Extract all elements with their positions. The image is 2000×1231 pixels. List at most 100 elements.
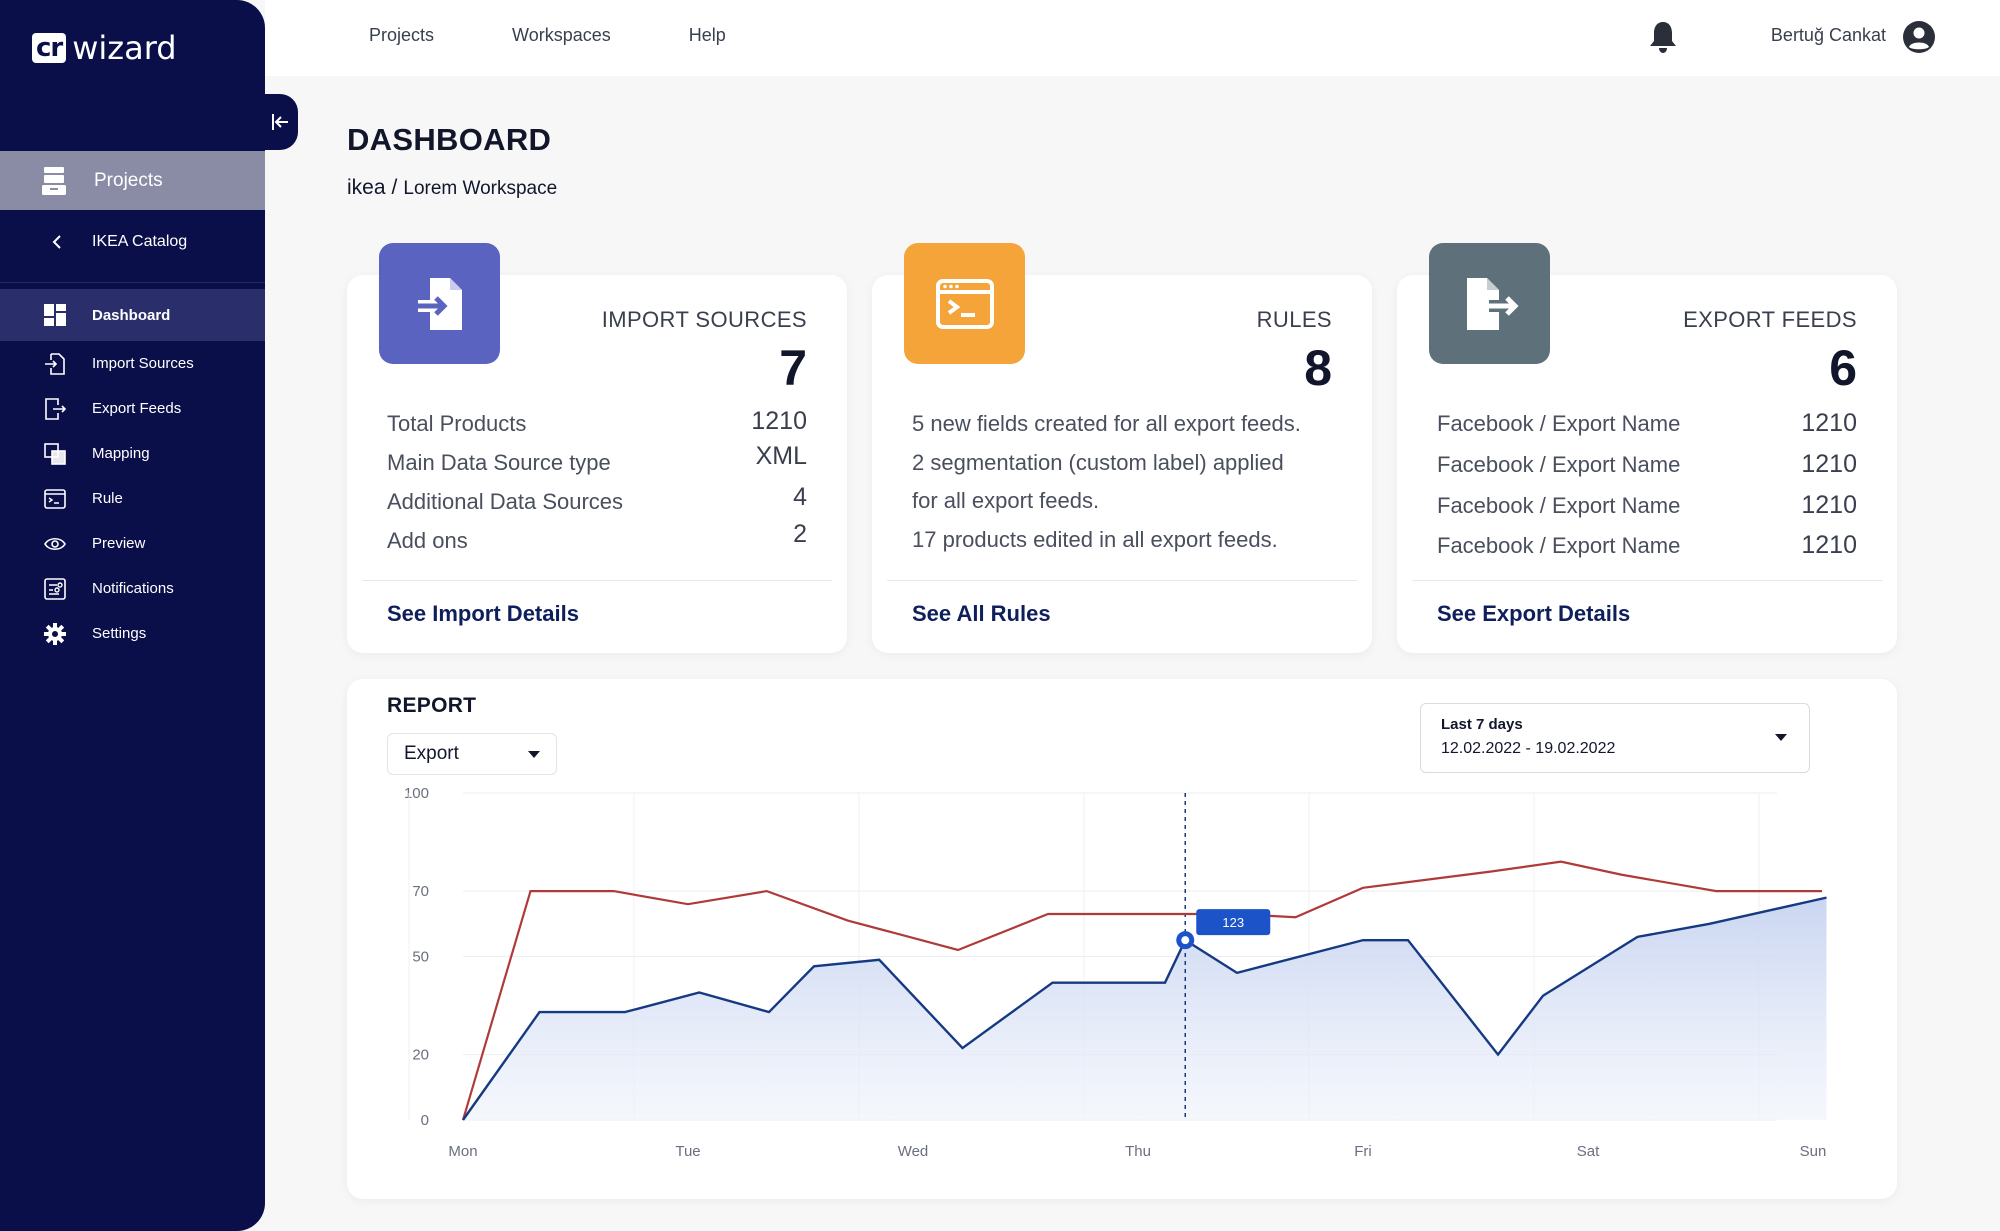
sidebar-catalog-back[interactable]: IKEA Catalog (0, 222, 265, 262)
x-tick-label: Sat (1577, 1143, 1600, 1160)
rules-summary-line: 2 segmentation (custom label) applied (912, 450, 1284, 475)
stat-value: 1210 (751, 407, 807, 435)
stat-value: 2 (793, 520, 807, 548)
report-type-select[interactable]: Export (387, 733, 557, 775)
stat-label: Add ons (387, 528, 468, 553)
card-title: IMPORT SOURCES (601, 307, 807, 332)
file-export-icon (1466, 277, 1519, 330)
caret-down-icon (528, 750, 540, 758)
card-divider (362, 580, 832, 581)
report-type-value: Export (404, 743, 459, 764)
tooltip-value: 123 (1222, 915, 1244, 930)
date-range-select[interactable]: Last 7 days 12.02.2022 - 19.02.2022 (1420, 703, 1810, 773)
rules-summary-line: 5 new fields created for all export feed… (912, 411, 1301, 436)
bell-icon[interactable] (1648, 20, 1678, 54)
x-tick-label: Wed (898, 1143, 929, 1160)
date-range-label: Last 7 days (1441, 716, 1523, 733)
feed-value: 1210 (1801, 491, 1857, 519)
rules-summary-line: 17 products edited in all export feeds. (912, 527, 1278, 552)
feed-row: Facebook / Export Name 1210 (1437, 531, 1857, 560)
export-card-icon-box (1429, 243, 1550, 364)
feed-value: 1210 (1801, 450, 1857, 478)
rules-summary-line: for all export feeds. (912, 488, 1100, 513)
import-card-icon-box (379, 243, 500, 364)
terminal-window-icon (935, 278, 994, 329)
stat-value: 4 (793, 483, 807, 511)
y-tick-label: 100 (404, 785, 429, 802)
y-tick-label: 50 (412, 949, 429, 966)
user-avatar-icon[interactable] (1902, 20, 1936, 54)
sidebar-item-import-sources[interactable]: Import Sources (0, 341, 265, 386)
file-import-icon (417, 277, 462, 330)
sidebar-item-label: Notifications (92, 580, 174, 597)
topnav-projects[interactable]: Projects (369, 25, 435, 45)
sidebar-item-projects[interactable]: Projects (0, 151, 265, 210)
x-tick-label: Sun (1800, 1143, 1827, 1160)
y-tick-label: 70 (412, 883, 429, 900)
tooltip-box (1196, 909, 1271, 936)
user-name[interactable]: Bertuğ Cankat (1770, 25, 1886, 45)
report-title: REPORT (387, 694, 477, 717)
card-title: RULES (1256, 307, 1332, 332)
export-feeds-card: EXPORT FEEDS 6 Facebook / Export Name 121… (1397, 243, 1897, 653)
sidebar-item-label: Mapping (92, 445, 150, 462)
sidebar-divider (0, 282, 265, 283)
see-import-details-link[interactable]: See Import Details (387, 601, 579, 626)
see-all-rules-link[interactable]: See All Rules (912, 601, 1051, 626)
x-tick-label: Tue (675, 1143, 700, 1160)
sidebar-item-label: Dashboard (92, 306, 171, 324)
feed-label: Facebook / Export Name (1437, 452, 1681, 477)
stat-label: Additional Data Sources (387, 489, 624, 514)
x-tick-label: Fri (1354, 1143, 1372, 1160)
sidebar-nav: Dashboard Import Sources Export Feeds Ma… (0, 289, 265, 656)
x-tick-label: Mon (448, 1143, 477, 1160)
x-tick-label: Thu (1125, 1143, 1151, 1160)
card-divider (1412, 580, 1882, 581)
sidebar-item-mapping[interactable]: Mapping (0, 431, 265, 476)
collapse-left-icon (272, 114, 288, 130)
feed-row: Facebook / Export Name 1210 (1437, 491, 1857, 520)
stat-row: Total Products 1210 (387, 407, 807, 437)
report-chart: 100 70 50 20 0 Mon Tue Wed Thu Fri Sat Sun 123 (404, 785, 1827, 1160)
top-bar: Projects Workspaces Help Bertuğ Cankat (265, 0, 2000, 76)
sidebar-item-settings[interactable]: Settings (0, 611, 265, 656)
sidebar-item-dashboard[interactable]: Dashboard (0, 289, 265, 341)
topnav-workspaces[interactable]: Workspaces (512, 25, 611, 45)
card-count: 7 (779, 340, 807, 396)
export-icon (45, 397, 66, 420)
sidebar-item-label: Settings (92, 625, 147, 642)
sidebar-item-label: Rule (92, 490, 123, 507)
top-nav: Projects Workspaces Help (369, 25, 726, 46)
sidebar-item-label: Preview (92, 535, 146, 552)
app-logo[interactable]: cr wizard (32, 30, 177, 66)
page-title: DASHBOARD (347, 122, 552, 157)
mapping-icon (44, 442, 66, 465)
feed-value: 1210 (1801, 531, 1857, 559)
sidebar-item-notifications[interactable]: Notifications (0, 566, 265, 611)
breadcrumb-workspace[interactable]: Lorem Workspace (403, 178, 558, 199)
breadcrumb-separator: / (391, 176, 398, 199)
eye-icon (44, 537, 66, 550)
sidebar-collapse-button[interactable] (264, 94, 298, 150)
chevron-left-icon (52, 235, 61, 249)
see-export-details-link[interactable]: See Export Details (1437, 601, 1631, 626)
stat-label: Main Data Source type (387, 450, 611, 475)
sidebar-item-export-feeds[interactable]: Export Feeds (0, 386, 265, 431)
stat-row: Main Data Source type XML (387, 442, 807, 476)
caret-down-icon (1775, 734, 1787, 741)
topnav-help[interactable]: Help (688, 25, 726, 45)
breadcrumb: ikea / Lorem Workspace (347, 176, 557, 200)
card-title: EXPORT FEEDS (1683, 307, 1857, 332)
sidebar-item-preview[interactable]: Preview (0, 521, 265, 566)
stat-row: Add ons 2 (387, 520, 807, 554)
logo-text: wizard (72, 29, 177, 67)
feed-row: Facebook / Export Name 1210 (1437, 409, 1857, 438)
feed-value: 1210 (1801, 409, 1857, 437)
series-area (463, 897, 1827, 1120)
gear-icon (44, 622, 66, 645)
breadcrumb-project[interactable]: ikea (347, 176, 386, 199)
stat-value: XML (755, 442, 807, 470)
sidebar-item-rule[interactable]: Rule (0, 476, 265, 521)
hover-marker-center (1181, 936, 1190, 945)
logo-mark: cr (32, 33, 67, 63)
